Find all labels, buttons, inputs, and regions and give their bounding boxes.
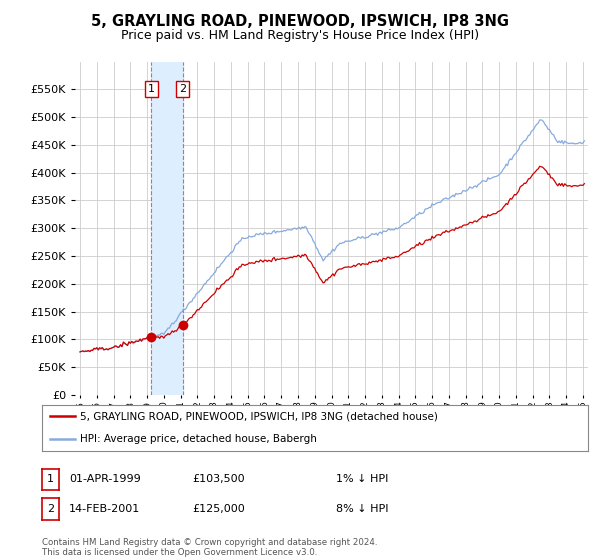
Text: 8% ↓ HPI: 8% ↓ HPI	[336, 504, 389, 514]
Bar	[151, 62, 182, 395]
Text: 01-APR-1999: 01-APR-1999	[69, 474, 141, 484]
Text: 2: 2	[47, 504, 54, 514]
Text: 14-FEB-2001: 14-FEB-2001	[69, 504, 140, 514]
Text: 1: 1	[47, 474, 54, 484]
Text: Contains HM Land Registry data © Crown copyright and database right 2024.
This d: Contains HM Land Registry data © Crown c…	[42, 538, 377, 557]
Text: 1% ↓ HPI: 1% ↓ HPI	[336, 474, 388, 484]
Text: 5, GRAYLING ROAD, PINEWOOD, IPSWICH, IP8 3NG (detached house): 5, GRAYLING ROAD, PINEWOOD, IPSWICH, IP8…	[80, 412, 438, 421]
Text: 5, GRAYLING ROAD, PINEWOOD, IPSWICH, IP8 3NG: 5, GRAYLING ROAD, PINEWOOD, IPSWICH, IP8…	[91, 14, 509, 29]
Text: 2: 2	[179, 84, 186, 94]
Text: 1: 1	[148, 84, 155, 94]
Text: Price paid vs. HM Land Registry's House Price Index (HPI): Price paid vs. HM Land Registry's House …	[121, 29, 479, 42]
Text: £103,500: £103,500	[192, 474, 245, 484]
Text: HPI: Average price, detached house, Babergh: HPI: Average price, detached house, Babe…	[80, 435, 317, 444]
Text: £125,000: £125,000	[192, 504, 245, 514]
